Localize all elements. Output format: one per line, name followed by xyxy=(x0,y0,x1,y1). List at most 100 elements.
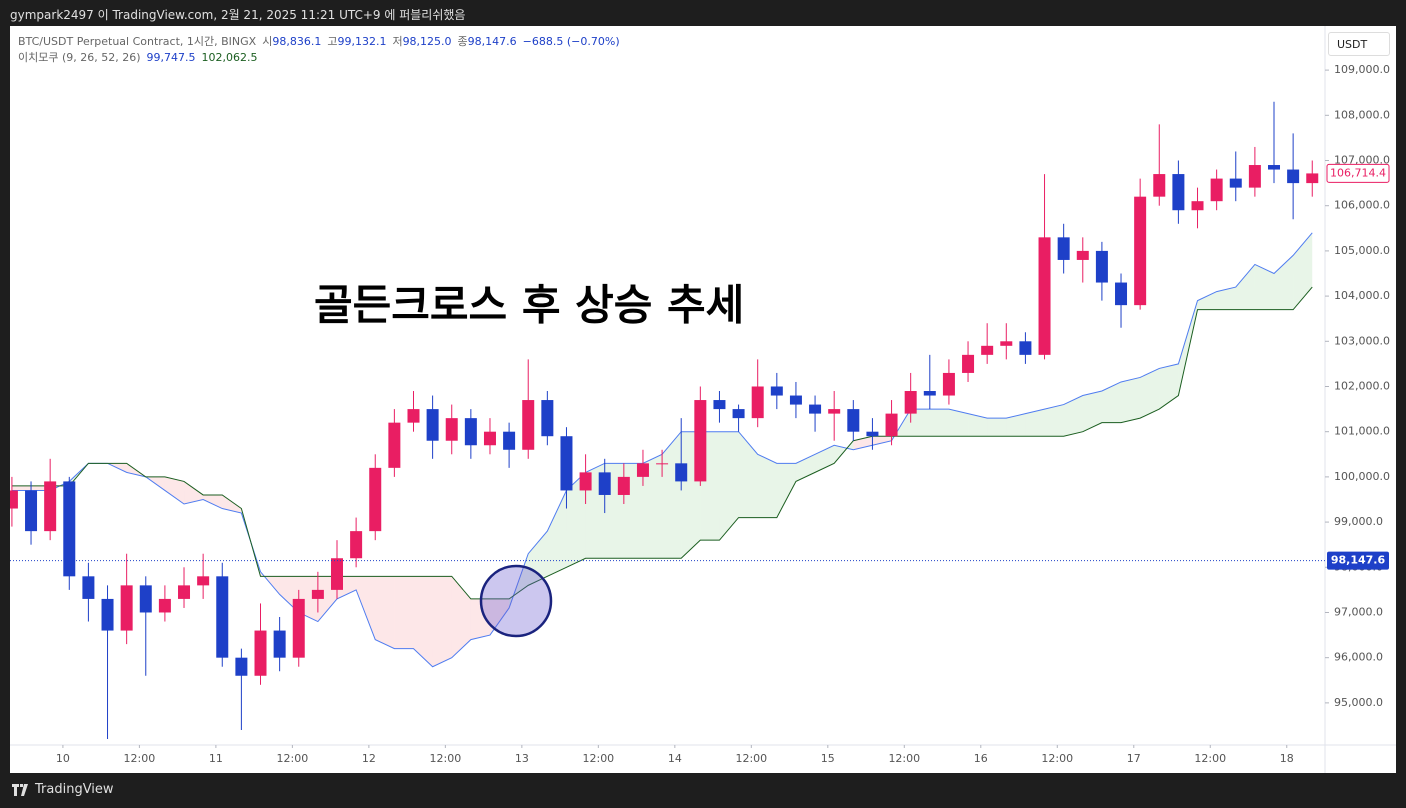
y-tick-label: 100,000.0 xyxy=(1334,470,1390,483)
cloud-fill xyxy=(1025,409,1045,437)
ohlc-value: 99,132.1 xyxy=(337,35,387,48)
ohlc-label: 저 xyxy=(392,35,403,48)
cloud-fill xyxy=(1140,368,1160,419)
candle-body xyxy=(866,431,879,437)
candle-body xyxy=(254,630,267,676)
candle-body xyxy=(369,467,382,532)
ohlc-value: 98,836.1 xyxy=(272,35,322,48)
cloud-fill xyxy=(432,576,452,667)
cloud-fill xyxy=(413,576,433,667)
cloud-fill xyxy=(1235,264,1255,310)
candle-body xyxy=(732,409,745,419)
cloud-fill xyxy=(719,431,739,541)
brand: TradingView xyxy=(35,782,114,797)
cloud-line xyxy=(11,286,1313,600)
candle-body xyxy=(541,400,554,437)
candle-body xyxy=(1172,174,1185,211)
ohlc-value: 98,125.0 xyxy=(402,35,452,48)
candle-body xyxy=(579,472,592,491)
candle-body xyxy=(407,409,420,423)
candle-body xyxy=(388,422,401,468)
candle-body xyxy=(923,391,936,396)
candle-body xyxy=(1306,173,1319,184)
candle-body xyxy=(25,490,38,532)
indicator-name: 이치모쿠 (9, 26, 52, 26) xyxy=(18,51,141,64)
y-tick-label: 104,000.0 xyxy=(1334,289,1390,302)
candle-body xyxy=(809,404,822,414)
y-tick-label: 106,000.0 xyxy=(1334,199,1390,212)
x-tick-label: 12:00 xyxy=(1041,752,1073,765)
cloud-fill xyxy=(853,436,873,450)
candle-body xyxy=(1268,165,1281,170)
cloud-fill xyxy=(910,409,930,437)
candle-body xyxy=(904,391,917,414)
x-tick-label: 14 xyxy=(668,752,682,765)
legend: BTC/USDT Perpetual Contract, 1시간, BINGX 시… xyxy=(18,34,626,66)
candle-body xyxy=(178,585,191,599)
currency-button[interactable]: USDT xyxy=(1328,32,1390,56)
cloud-fill xyxy=(164,476,185,505)
cloud-fill xyxy=(375,576,395,649)
change: −688.5 (−0.70%) xyxy=(522,35,620,48)
cloud-fill xyxy=(1293,232,1313,310)
annotation: 골든크로스 후 상승 추세 xyxy=(314,281,744,330)
cloud-fill xyxy=(1082,391,1102,432)
cloud-fill xyxy=(470,598,490,640)
candle-body xyxy=(713,400,726,410)
cloud-fill xyxy=(566,472,586,568)
candle-body xyxy=(1248,165,1261,188)
candle-body xyxy=(1191,201,1204,211)
y-tick-label: 95,000.0 xyxy=(1334,696,1383,709)
publish-info: gympark2497 이 TradingView.com, 2월 21, 20… xyxy=(10,8,466,22)
candle-body xyxy=(522,400,535,450)
ohlc-label: 종 xyxy=(457,35,468,48)
cloud-fill xyxy=(528,531,548,586)
candle-body xyxy=(1076,250,1089,260)
candle-body xyxy=(675,463,688,482)
candle-body xyxy=(1229,178,1242,188)
x-tick-label: 10 xyxy=(56,752,70,765)
indicator-value: 99,747.5 xyxy=(146,51,196,64)
candle-body xyxy=(445,418,458,441)
candle-body xyxy=(1019,341,1032,355)
candle-body xyxy=(636,463,649,477)
legend-row: 이치모쿠 (9, 26, 52, 26) 99,747.5 102,062.5 xyxy=(18,50,626,66)
x-tick-label: 18 xyxy=(1280,752,1294,765)
chart-bg xyxy=(10,26,1396,773)
cloud-fill xyxy=(1159,363,1179,410)
candle-body xyxy=(10,490,18,509)
candle-body xyxy=(139,585,152,613)
candle-body xyxy=(1287,169,1300,184)
cloud-fill xyxy=(968,413,988,437)
candle-body xyxy=(158,598,171,613)
candle-body xyxy=(330,558,343,590)
y-tick-label: 105,000.0 xyxy=(1334,244,1390,257)
chart: 95,000.096,000.097,000.098,000.099,000.0… xyxy=(10,26,1396,773)
cloud-fill xyxy=(776,463,796,518)
cloud-fill xyxy=(222,494,242,514)
cloud-fill xyxy=(1216,287,1236,310)
candle-body xyxy=(82,576,95,599)
cloud-fill xyxy=(872,436,892,446)
y-tick-label: 96,000.0 xyxy=(1334,651,1383,664)
x-tick-label: 12:00 xyxy=(124,752,156,765)
x-tick-label: 12:00 xyxy=(277,752,309,765)
x-tick-label: 16 xyxy=(974,752,988,765)
highlight-circle xyxy=(479,564,553,638)
cloud-fill xyxy=(547,490,567,577)
candle-body xyxy=(847,409,860,432)
cloud-fill xyxy=(184,481,204,505)
candle-body xyxy=(1134,196,1147,306)
cloud-fill xyxy=(1197,291,1217,310)
y-tick-label: 97,000.0 xyxy=(1334,605,1383,618)
candle-body xyxy=(426,409,439,441)
candle-body xyxy=(311,589,324,599)
y-tick-label: 99,000.0 xyxy=(1334,515,1383,528)
candle-body xyxy=(273,630,286,658)
candle-body xyxy=(1115,282,1128,306)
cloud-fill xyxy=(489,598,510,636)
cloud-fill xyxy=(1101,381,1122,423)
last-price-box xyxy=(1326,163,1390,183)
cloud-fill xyxy=(203,494,223,509)
x-tick-label: 17 xyxy=(1127,752,1141,765)
